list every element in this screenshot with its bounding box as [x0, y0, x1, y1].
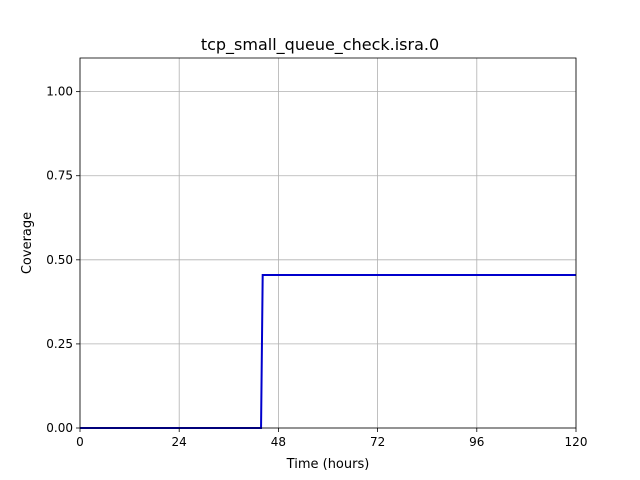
- x-axis-label: Time (hours): [286, 457, 370, 472]
- x-tick-label: 72: [370, 435, 385, 449]
- x-axis: 0 24 48 72 96 120: [76, 428, 587, 449]
- y-tick-label: 0.00: [46, 421, 73, 435]
- x-tick-label: 0: [76, 435, 84, 449]
- x-tick-label: 48: [271, 435, 286, 449]
- chart-title: tcp_small_queue_check.isra.0: [201, 35, 439, 55]
- x-tick-label: 120: [565, 435, 588, 449]
- y-tick-label: 0.25: [46, 337, 73, 351]
- y-tick-label: 0.50: [46, 253, 73, 267]
- x-tick-label: 96: [469, 435, 484, 449]
- y-axis: 0.00 0.25 0.50 0.75 1.00: [46, 85, 80, 435]
- y-tick-label: 0.75: [46, 169, 73, 183]
- plot-frame: [79, 57, 577, 429]
- y-tick-label: 1.00: [46, 85, 73, 99]
- y-axis-label: Coverage: [20, 212, 35, 274]
- x-tick-label: 24: [172, 435, 187, 449]
